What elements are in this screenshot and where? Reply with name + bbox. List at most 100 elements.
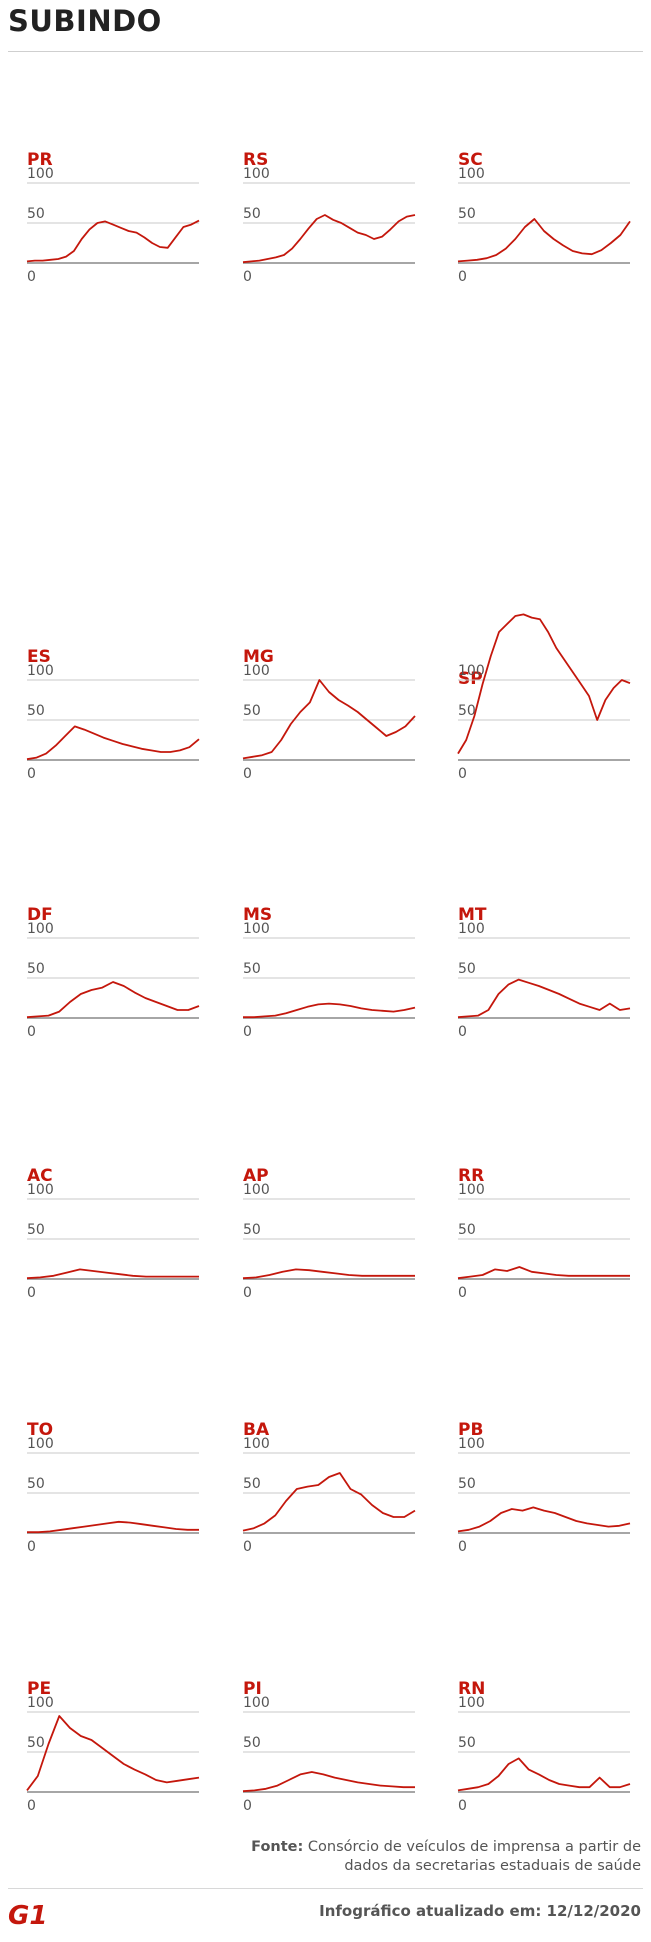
series-line (242, 214, 416, 264)
y-tick-label: 50 (458, 1222, 476, 1238)
chart-mg: MG 0 50 100 (242, 647, 416, 782)
y-tick-label: 0 (458, 1798, 467, 1814)
chart-rn: RN 0 50 100 (457, 1679, 631, 1814)
series-line (457, 1757, 631, 1792)
state-label: RN (458, 1679, 485, 1699)
y-tick-label: 0 (27, 1539, 36, 1555)
state-label: MS (243, 905, 272, 925)
footer-divider (8, 1888, 643, 1889)
y-tick-label: 0 (243, 1539, 252, 1555)
updated-date: Infográfico atualizado em: 12/12/2020 (319, 1902, 641, 1920)
series-line (26, 725, 200, 761)
series-line (242, 1268, 415, 1280)
y-tick-label: 50 (458, 703, 476, 719)
series-line (242, 1472, 416, 1532)
y-tick-label: 0 (243, 269, 252, 285)
y-tick-label: 0 (27, 1024, 36, 1040)
y-tick-label: 100 (27, 1695, 54, 1711)
y-tick-label: 50 (458, 961, 476, 977)
series-line (26, 981, 200, 1019)
state-label: MT (458, 905, 487, 925)
chart-sc: SC 0 50 100 (457, 150, 631, 285)
y-tick-label: 50 (243, 206, 261, 222)
y-tick-label: 0 (458, 1285, 467, 1301)
state-label: RS (243, 150, 268, 170)
y-tick-label: 0 (458, 269, 467, 285)
y-tick-label: 100 (27, 1436, 54, 1452)
state-label: PB (458, 1420, 483, 1440)
chart-ac: AC 0 50 100 (26, 1166, 199, 1301)
source-text: Consórcio de veículos de imprensa a part… (307, 1839, 641, 1874)
series-line (457, 978, 631, 1019)
y-tick-label: 0 (27, 1798, 36, 1814)
state-label: ES (27, 647, 51, 667)
y-tick-label: 100 (458, 663, 485, 679)
y-tick-label: 0 (27, 269, 36, 285)
chart-ba: BA 0 50 100 (242, 1420, 416, 1555)
source-note: Fonte: Consórcio de veículos de imprensa… (221, 1838, 641, 1876)
y-tick-label: 50 (27, 1735, 45, 1751)
y-tick-label: 100 (27, 921, 54, 937)
y-tick-label: 100 (458, 921, 485, 937)
g1-logo-text: G1 (8, 1901, 47, 1929)
series-line (457, 613, 631, 755)
source-label: Fonte: (251, 1839, 304, 1855)
series-line (457, 1506, 631, 1533)
state-label: SP (458, 669, 483, 689)
y-tick-label: 100 (27, 1182, 54, 1198)
y-tick-label: 50 (27, 206, 45, 222)
state-label: PE (27, 1679, 51, 1699)
y-tick-label: 0 (27, 1285, 36, 1301)
y-tick-label: 0 (458, 1539, 467, 1555)
y-tick-label: 100 (458, 1695, 485, 1711)
chart-es: ES 0 50 100 (26, 647, 200, 782)
series-line (457, 218, 631, 263)
state-label: TO (27, 1420, 53, 1440)
y-tick-label: 50 (27, 1222, 45, 1238)
y-tick-label: 0 (458, 1024, 467, 1040)
chart-pi: PI 0 50 100 (242, 1679, 415, 1814)
y-tick-label: 100 (243, 921, 270, 937)
chart-to: TO 0 50 100 (27, 1420, 199, 1555)
chart-ap: AP 0 50 100 (242, 1166, 415, 1301)
state-label: RR (458, 1166, 484, 1186)
y-tick-label: 0 (243, 1798, 252, 1814)
chart-pb: PB 0 50 100 (457, 1420, 631, 1555)
y-tick-label: 50 (458, 1476, 476, 1492)
state-label: SC (458, 150, 483, 170)
y-tick-label: 50 (27, 1476, 45, 1492)
series-line (242, 1771, 415, 1793)
y-tick-label: 100 (243, 663, 270, 679)
y-tick-label: 50 (243, 703, 261, 719)
state-label: AP (243, 1166, 269, 1186)
chart-pr: PR 0 50 100 (26, 150, 200, 285)
series-line (26, 219, 200, 263)
series-line (242, 679, 416, 760)
y-tick-label: 50 (27, 703, 45, 719)
y-tick-label: 100 (27, 166, 54, 182)
y-tick-label: 50 (458, 206, 476, 222)
state-label: DF (27, 905, 53, 925)
y-tick-label: 100 (243, 1436, 270, 1452)
y-tick-label: 50 (27, 961, 45, 977)
series-line (26, 1268, 199, 1280)
chart-rs: RS 0 50 100 (242, 150, 416, 285)
series-line (243, 1002, 416, 1019)
chart-sp: SP 0 50 100 (457, 613, 631, 782)
y-tick-label: 100 (458, 1436, 485, 1452)
state-label: BA (243, 1420, 270, 1440)
chart-ms: MS 0 50 100 (243, 905, 416, 1040)
series-line (27, 1520, 199, 1534)
state-label: MG (243, 647, 274, 667)
chart-mt: MT 0 50 100 (457, 905, 631, 1040)
y-tick-label: 100 (243, 166, 270, 182)
y-tick-label: 50 (243, 1476, 261, 1492)
chart-pe: PE 0 50 100 (26, 1679, 200, 1814)
y-tick-label: 50 (458, 1735, 476, 1751)
y-tick-label: 0 (243, 766, 252, 782)
series-line (26, 1715, 200, 1791)
series-line (457, 1266, 630, 1280)
y-tick-label: 0 (243, 1285, 252, 1301)
chart-df: DF 0 50 100 (26, 905, 200, 1040)
y-tick-label: 100 (243, 1695, 270, 1711)
